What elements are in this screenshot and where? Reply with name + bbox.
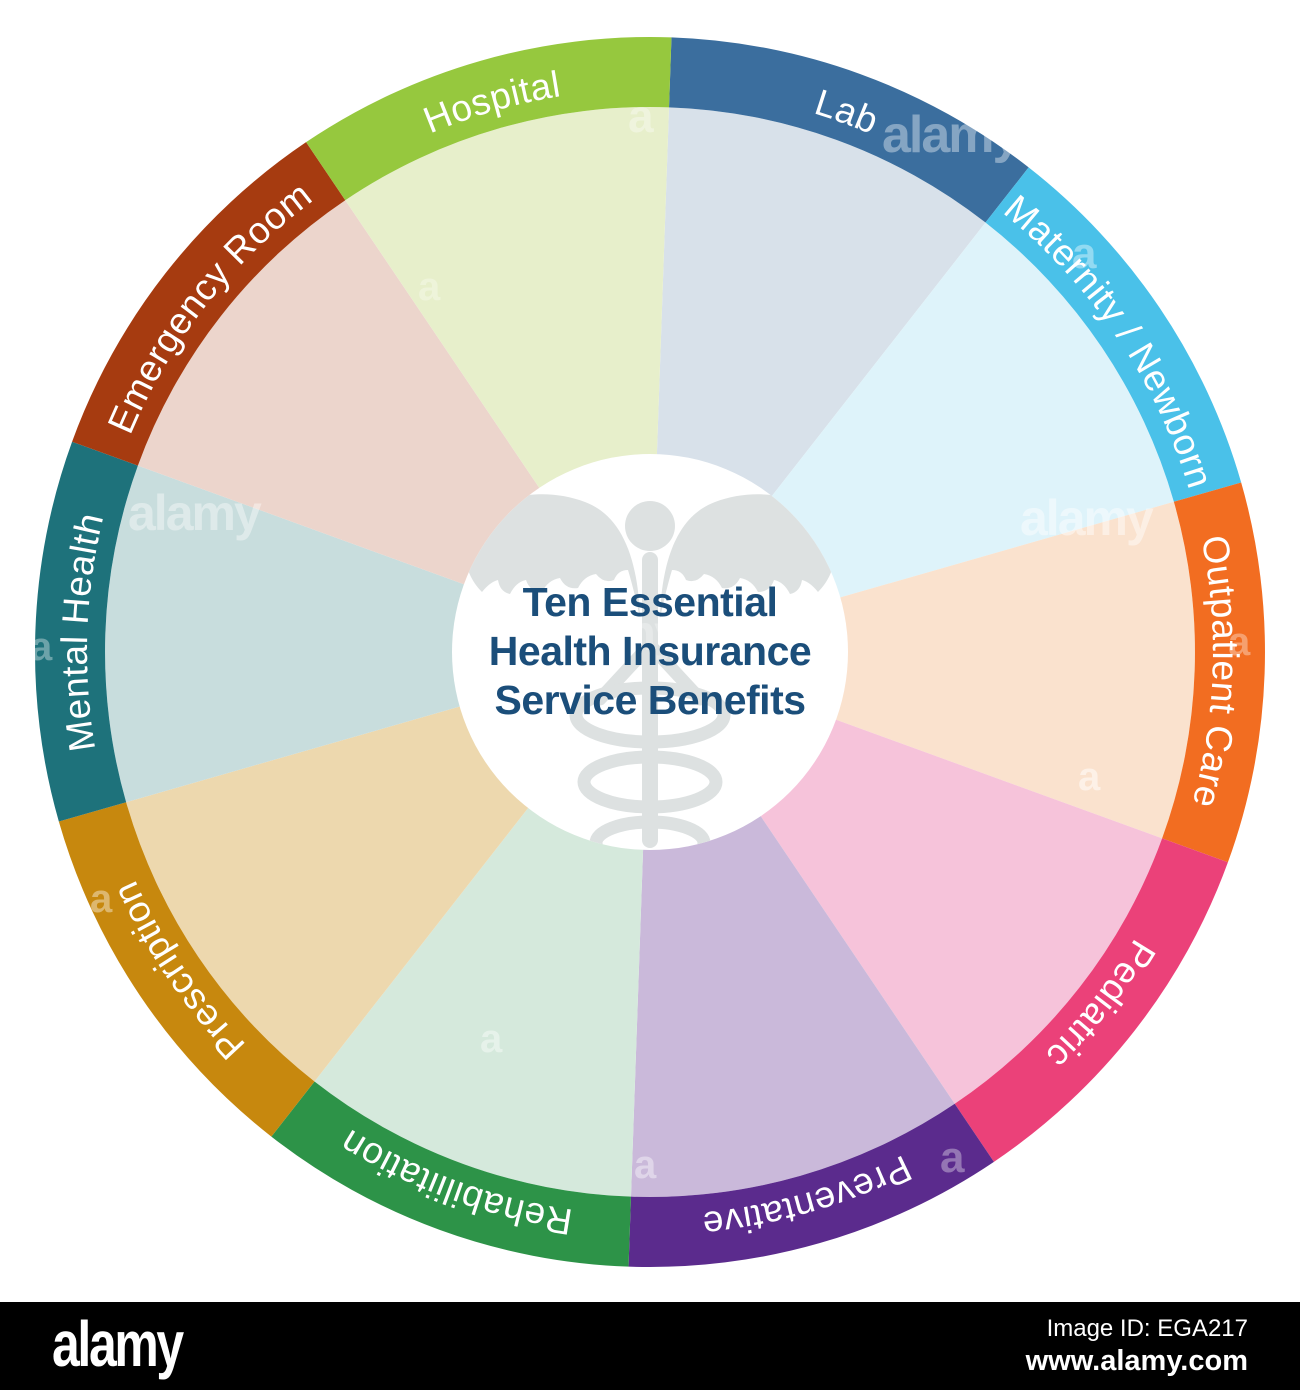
title-line-2: Health Insurance: [488, 628, 812, 674]
alamy-watermark: a: [634, 1143, 657, 1187]
alamy-watermark: a: [480, 1017, 503, 1061]
alamy-watermark: alamy: [128, 485, 262, 541]
image-meta: Image ID: EGA217 www.alamy.com: [1026, 1314, 1248, 1378]
alamy-watermark: a: [1072, 229, 1097, 278]
sector-ring-lab: [669, 37, 1029, 223]
image-id-label: Image ID: EGA217: [1046, 1315, 1248, 1342]
title-line-3: Service Benefits: [494, 677, 806, 723]
sector-ring-maternity-newborn: [985, 167, 1242, 502]
alamy-watermark: alamy: [882, 106, 1022, 164]
alamy-watermark: a: [1078, 755, 1101, 799]
alamy-watermark: a: [418, 265, 441, 309]
sector-ring-preventative: [628, 1103, 994, 1267]
alamy-url[interactable]: www.alamy.com: [1025, 1345, 1248, 1377]
sector-ring-emergency-room: [72, 142, 346, 466]
sector-ring-hospital: [306, 37, 672, 201]
wheel-title: Ten Essential Health Insurance Service B…: [0, 578, 1300, 725]
watermark-bar: alamy Image ID: EGA217 www.alamy.com: [0, 1302, 1300, 1390]
sector-ring-rehabilitation: [271, 1081, 631, 1267]
alamy-watermark: alamy: [1020, 490, 1154, 546]
alamy-watermark: a: [272, 1143, 295, 1187]
alamy-watermark: a: [90, 877, 113, 921]
sector-ring-pediatric: [954, 838, 1228, 1162]
alamy-watermark: alamy: [548, 605, 682, 661]
alamy-logo[interactable]: alamy: [52, 1308, 184, 1380]
sector-ring-prescription: [58, 802, 315, 1137]
alamy-watermark: a: [628, 90, 654, 142]
alamy-watermark: a: [940, 1133, 965, 1182]
sector-ring-outpatient-care: [1162, 482, 1265, 863]
caduceus-icon: [465, 494, 835, 850]
title-line-1: Ten Essential: [522, 579, 778, 625]
sector-ring-mental-health: [35, 441, 138, 822]
sector-wedge-mental-health: [105, 465, 650, 803]
sector-wedge-outpatient-care: [650, 501, 1195, 839]
